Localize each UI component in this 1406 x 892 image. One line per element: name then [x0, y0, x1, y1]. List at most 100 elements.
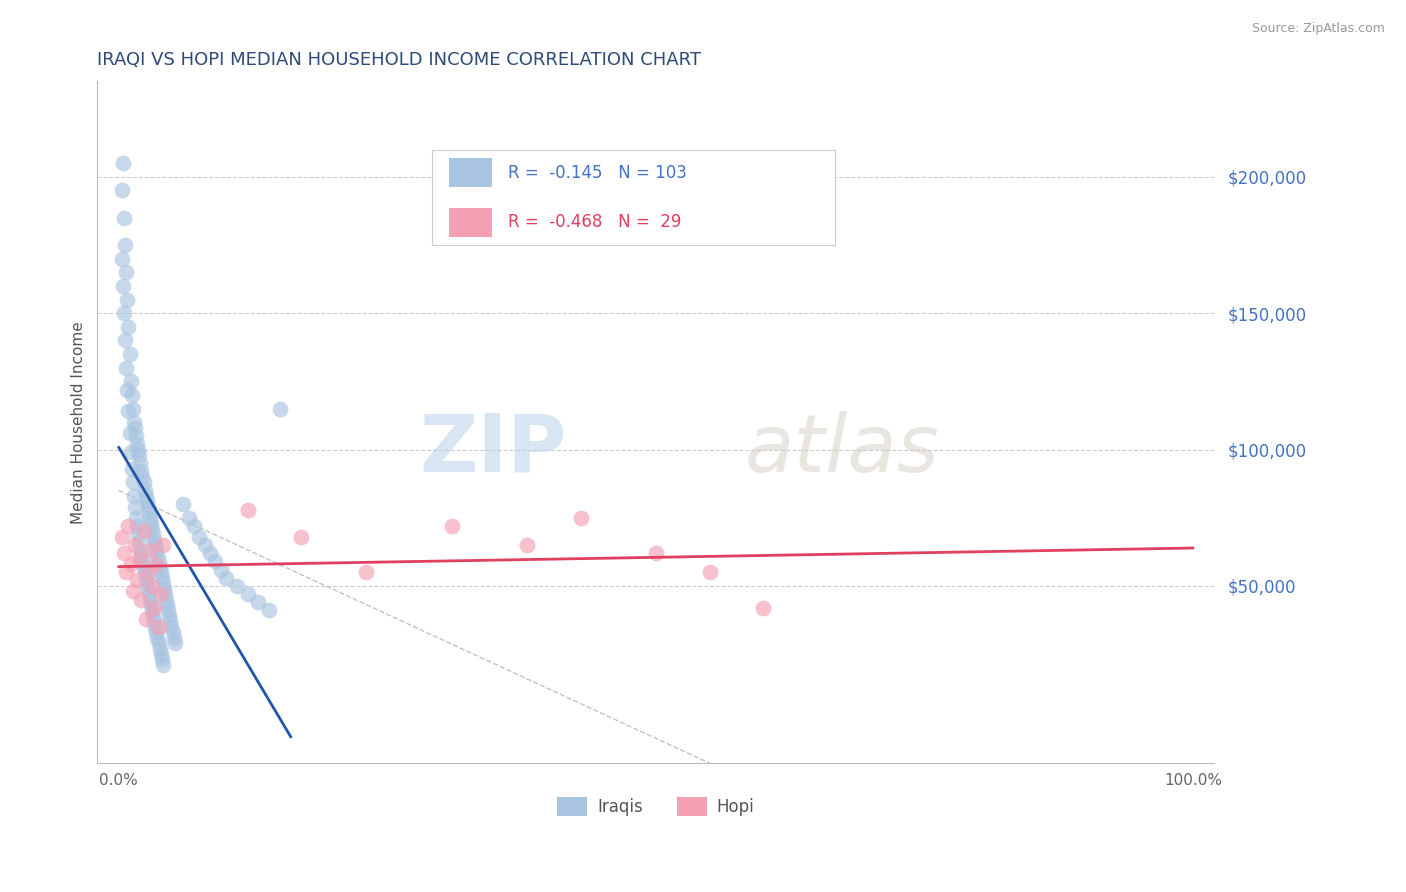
Point	[198, 546, 221, 560]
Point	[204, 554, 226, 568]
Point	[162, 625, 184, 640]
Point	[516, 538, 538, 552]
FancyBboxPatch shape	[433, 150, 835, 245]
Point	[132, 475, 155, 490]
Point	[146, 631, 169, 645]
Point	[188, 530, 211, 544]
Point	[111, 530, 134, 544]
Point	[114, 334, 136, 348]
Point	[209, 562, 232, 576]
Point	[150, 571, 173, 585]
Point	[124, 420, 146, 434]
Point	[117, 383, 139, 397]
Point	[127, 519, 149, 533]
Point	[354, 566, 377, 580]
Point	[141, 522, 163, 536]
Point	[121, 401, 143, 416]
Point	[226, 579, 249, 593]
Point	[112, 156, 135, 170]
Point	[135, 494, 157, 508]
Point	[139, 543, 162, 558]
Text: R =  -0.145   N = 103: R = -0.145 N = 103	[509, 164, 688, 182]
Point	[236, 502, 259, 516]
Bar	[449, 208, 492, 236]
Point	[183, 519, 205, 533]
Point	[152, 538, 174, 552]
Point	[128, 535, 150, 549]
Point	[141, 579, 163, 593]
Legend: Iraqis, Hopi: Iraqis, Hopi	[551, 790, 761, 823]
Point	[145, 625, 167, 640]
Point	[145, 543, 167, 558]
Point	[129, 456, 152, 470]
Point	[145, 557, 167, 571]
Point	[143, 615, 166, 629]
Point	[131, 464, 153, 478]
Point	[127, 442, 149, 457]
Point	[136, 582, 159, 596]
Point	[152, 576, 174, 591]
Point	[247, 595, 270, 609]
Point	[162, 631, 184, 645]
Point	[120, 557, 142, 571]
Bar	[449, 159, 492, 187]
Point	[156, 598, 179, 612]
Point	[127, 437, 149, 451]
Point	[141, 603, 163, 617]
Point	[118, 426, 141, 441]
Point	[132, 559, 155, 574]
Point	[114, 238, 136, 252]
Point	[194, 538, 217, 552]
Point	[172, 497, 194, 511]
Point	[143, 538, 166, 552]
Point	[644, 546, 666, 560]
Point	[128, 448, 150, 462]
Point	[117, 404, 139, 418]
Point	[177, 510, 200, 524]
Point	[112, 306, 135, 320]
Point	[142, 608, 165, 623]
Text: IRAQI VS HOPI MEDIAN HOUSEHOLD INCOME CORRELATION CHART: IRAQI VS HOPI MEDIAN HOUSEHOLD INCOME CO…	[97, 51, 702, 69]
Point	[215, 571, 238, 585]
Point	[157, 608, 180, 623]
Point	[153, 587, 176, 601]
Point	[135, 576, 157, 591]
Point	[136, 566, 159, 580]
Point	[143, 533, 166, 547]
Point	[121, 475, 143, 490]
Point	[752, 600, 775, 615]
Point	[136, 500, 159, 514]
Point	[122, 489, 145, 503]
Point	[157, 603, 180, 617]
Point	[122, 415, 145, 429]
Point	[112, 546, 135, 560]
Point	[139, 510, 162, 524]
Point	[121, 584, 143, 599]
Y-axis label: Median Household Income: Median Household Income	[72, 321, 86, 524]
Point	[146, 549, 169, 563]
Point	[153, 582, 176, 596]
Point	[131, 554, 153, 568]
Point	[115, 265, 138, 279]
Point	[120, 375, 142, 389]
Point	[135, 611, 157, 625]
Point	[111, 252, 134, 266]
Point	[138, 505, 160, 519]
Point	[148, 636, 170, 650]
Point	[118, 347, 141, 361]
Point	[699, 566, 721, 580]
Point	[149, 641, 172, 656]
Point	[112, 211, 135, 225]
Point	[121, 461, 143, 475]
Point	[440, 519, 463, 533]
Point	[134, 566, 156, 580]
Point	[143, 620, 166, 634]
Point	[127, 527, 149, 541]
Point	[117, 519, 139, 533]
Point	[127, 574, 149, 588]
Point	[120, 445, 142, 459]
Point	[128, 551, 150, 566]
Point	[149, 587, 172, 601]
Point	[139, 516, 162, 530]
Point	[139, 592, 162, 607]
